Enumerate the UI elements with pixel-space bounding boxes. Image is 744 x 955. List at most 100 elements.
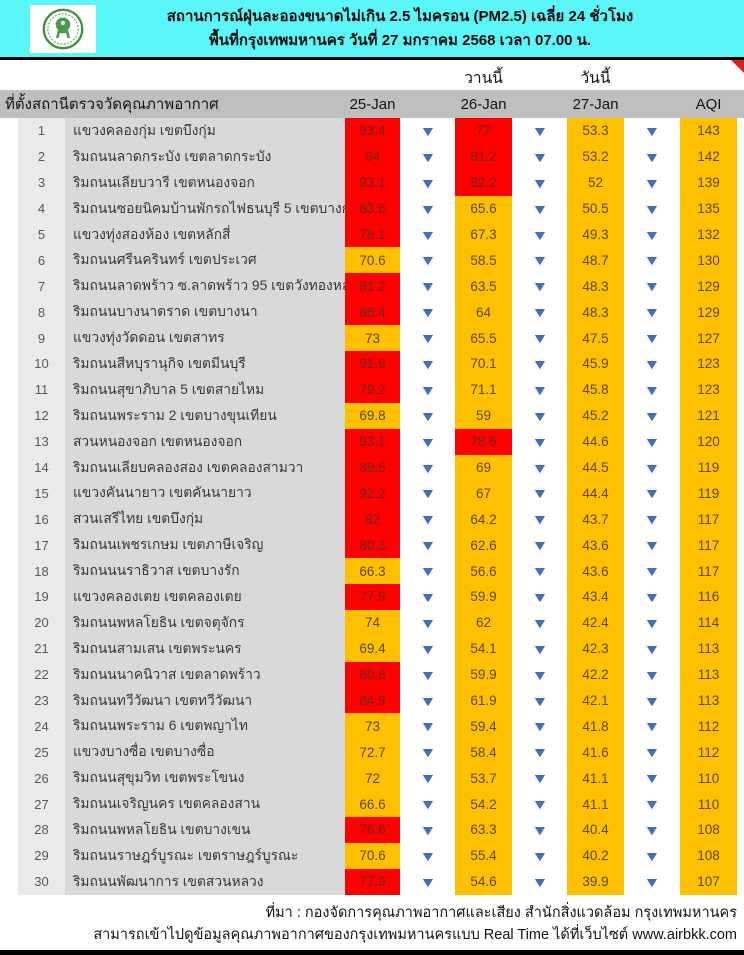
trend-down-icon: ▼ [643,563,661,580]
trend-down-icon: ▼ [530,511,549,528]
table-row: 14 ริมถนนเลียบคลองสอง เขตคลองสามวา 89.5 ▼ 69… [0,454,744,481]
table-row: 27 ริมถนนเจริญนคร เขตคลองสาน 66.6 ▼ 54.2 ▼ 41.… [0,791,744,818]
trend-cell: ▼ [512,558,567,585]
pm25-26jan-cell: 54.1 [455,635,512,662]
pm25-26jan-cell: 62 [455,609,512,636]
rank-cell: 4 [18,195,65,222]
pm25-26jan-cell: 63.3 [455,817,512,843]
trend-down-icon: ▼ [530,459,549,476]
aqi-cell: 114 [680,609,737,636]
trend-down-icon: ▼ [418,122,437,139]
trend-cell: ▼ [624,454,680,481]
pm25-25jan-cell: 80.8 [345,661,400,688]
pm25-26jan-cell: 81.2 [455,143,512,170]
trend-down-icon: ▼ [530,796,549,813]
station-cell: ริมถนนพัฒนาการ เขตสวนหลวง [65,868,345,895]
table-row: 24 ริมถนนพระราม 6 เขตพญาไท 73 ▼ 59.4 ▼ 41.8 ▼ 11… [0,713,744,740]
trend-down-icon: ▼ [643,304,661,321]
trend-cell: ▼ [512,687,567,714]
trend-down-icon: ▼ [418,174,437,191]
pm25-25jan-cell: 76.6 [345,817,400,843]
pm25-26jan-cell: 67.3 [455,221,512,248]
trend-down-icon: ▼ [530,666,549,683]
station-cell: ริมถนนสุขุมวิท เขตพระโขนง [65,765,345,792]
station-cell: ริมถนนพระราม 6 เขตพญาไท [65,713,345,740]
pm25-27jan-cell: 42.2 [567,661,624,688]
aqi-cell: 108 [680,842,737,869]
station-cell: ริมถนนบางนาตราด เขตบางนา [65,299,345,326]
rank-cell: 29 [18,842,65,869]
trend-down-icon: ▼ [643,407,661,424]
trend-cell: ▼ [400,506,455,533]
trend-down-icon: ▼ [418,485,437,502]
trend-cell: ▼ [624,868,680,895]
trend-down-icon: ▼ [530,614,549,631]
trend-down-icon: ▼ [530,692,549,709]
pm25-27jan-cell: 42.3 [567,635,624,662]
aqi-cell: 127 [680,325,737,352]
trend-cell: ▼ [624,842,680,869]
pm25-25jan-cell: 70.6 [345,842,400,869]
pm25-27jan-cell: 39.9 [567,868,624,895]
rank-cell: 6 [18,247,65,274]
pm25-26jan-cell: 63.5 [455,273,512,300]
trend-cell: ▼ [400,584,455,610]
trend-cell: ▼ [624,273,680,300]
trend-cell: ▼ [400,842,455,869]
source-credit: ที่มา : กองจัดการคุณภาพอากาศและเสียง สำน… [265,904,737,921]
table-row: 30 ริมถนนพัฒนาการ เขตสวนหลวง 77.9 ▼ 54.6 ▼ 39.… [0,868,744,895]
trend-down-icon: ▼ [643,355,661,372]
trend-down-icon: ▼ [418,563,437,580]
table-row: 15 แขวงคันนายาว เขตคันนายาว 92.2 ▼ 67 ▼ 44.4 ▼ 1… [0,480,744,507]
trend-down-icon: ▼ [643,873,661,890]
trend-down-icon: ▼ [418,537,437,554]
trend-down-icon: ▼ [530,278,549,295]
pm25-27jan-cell: 52 [567,169,624,196]
table-row: 19 แขวงคลองเตย เขตคลองเตย 77.9 ▼ 59.9 ▼ 43.4 ▼ 1… [0,584,744,610]
trend-cell: ▼ [400,247,455,274]
aqi-cell: 121 [680,402,737,429]
pm25-25jan-cell: 82 [345,506,400,533]
station-cell: ริมถนนลาดกระบัง เขตลาดกระบัง [65,143,345,170]
pm25-27jan-cell: 44.4 [567,480,624,507]
table-row: 25 แขวงบางซื่อ เขตบางซื่อ 72.7 ▼ 58.4 ▼ 41.6 ▼ 1… [0,739,744,766]
station-cell: ริมถนนเจริญนคร เขตคลองสาน [65,791,345,818]
rows: 1 แขวงคลองกุ่ม เขตบึงกุ่ม 93.4 ▼ 77 ▼ 53.3 ▼ 143… [0,118,744,895]
rank-cell: 2 [18,143,65,170]
trend-down-icon: ▼ [418,718,437,735]
rank-cell: 12 [18,402,65,429]
trend-cell: ▼ [512,817,567,843]
banner: สถานการณ์ฝุ่นละอองขนาดไม่เกิน 2.5 ไมครอน… [0,0,744,60]
trend-cell: ▼ [512,480,567,507]
pm25-26jan-cell: 55.4 [455,842,512,869]
trend-down-icon: ▼ [643,174,661,191]
trend-cell: ▼ [400,299,455,326]
rank-cell: 22 [18,661,65,688]
aqi-cell: 123 [680,376,737,403]
bma-seal-icon [42,8,84,49]
pm25-27jan-cell: 47.5 [567,325,624,352]
rank-cell: 9 [18,325,65,352]
trend-down-icon: ▼ [643,796,661,813]
trend-cell: ▼ [624,713,680,740]
trend-down-icon: ▼ [643,200,661,217]
station-cell: แขวงทุ่งวัดดอน เขตสาทร [65,325,345,352]
aqi-cell: 117 [680,558,737,585]
station-cell: ริมถนนพหลโยธิน เขตบางเขน [65,817,345,843]
trend-cell: ▼ [512,247,567,274]
pm25-25jan-cell: 77.9 [345,868,400,895]
trend-cell: ▼ [400,791,455,818]
trend-down-icon: ▼ [643,459,661,476]
trend-down-icon: ▼ [530,640,549,657]
pm25-25jan-cell: 66.6 [345,791,400,818]
trend-cell: ▼ [400,868,455,895]
table-header-row: ที่ตั้งสถานีตรวจวัดคุณภาพอากาศ 25-Jan 26… [0,90,744,118]
trend-cell: ▼ [400,402,455,429]
date-label-row: วานนี้ วันนี้ [0,60,744,90]
trend-cell: ▼ [400,635,455,662]
trend-down-icon: ▼ [418,847,437,864]
trend-cell: ▼ [400,351,455,377]
trend-down-icon: ▼ [643,511,661,528]
trend-down-icon: ▼ [418,407,437,424]
trend-down-icon: ▼ [530,433,549,450]
